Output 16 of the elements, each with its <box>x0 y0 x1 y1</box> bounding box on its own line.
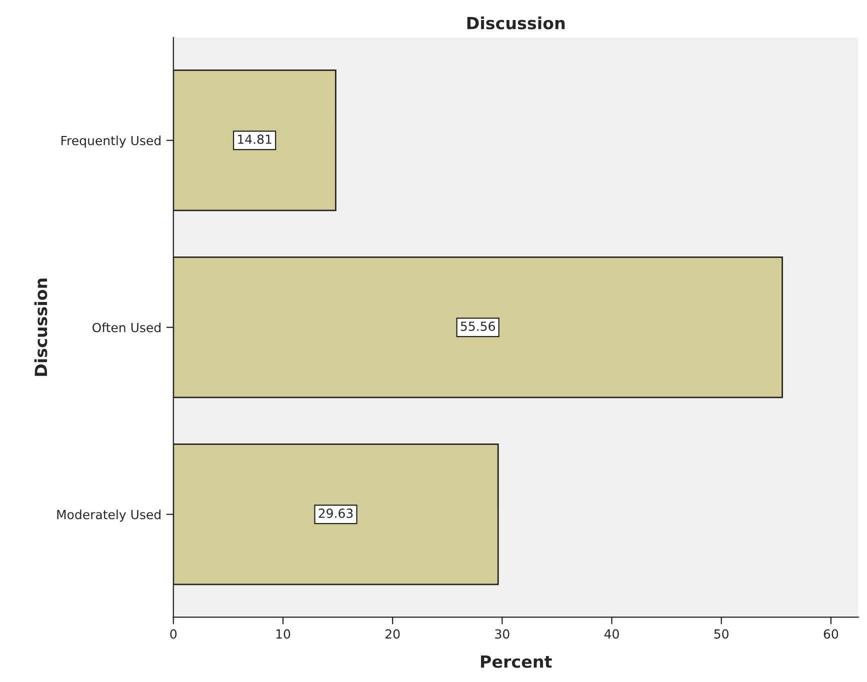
y-axis-title: Discussion <box>34 278 48 376</box>
x-tick-label: 50 <box>714 629 728 639</box>
data-label: 29.63 <box>318 508 353 518</box>
y-tick-label: Frequently Used <box>61 136 160 148</box>
x-tick-label: 30 <box>495 629 510 639</box>
chart-title: Discussion <box>467 16 565 30</box>
data-label: 55.56 <box>460 322 495 331</box>
x-axis-title: Percent <box>481 656 552 668</box>
x-tick-label: 10 <box>276 629 290 639</box>
data-label: 14.81 <box>238 134 272 144</box>
x-tick-label: 40 <box>604 629 619 639</box>
x-tick-label: 20 <box>386 629 400 639</box>
x-tick-label: 60 <box>824 629 838 639</box>
y-tick-label: Moderately Used <box>57 510 160 522</box>
y-tick-label: Often Used <box>92 322 160 332</box>
x-tick-label: 0 <box>170 629 177 639</box>
